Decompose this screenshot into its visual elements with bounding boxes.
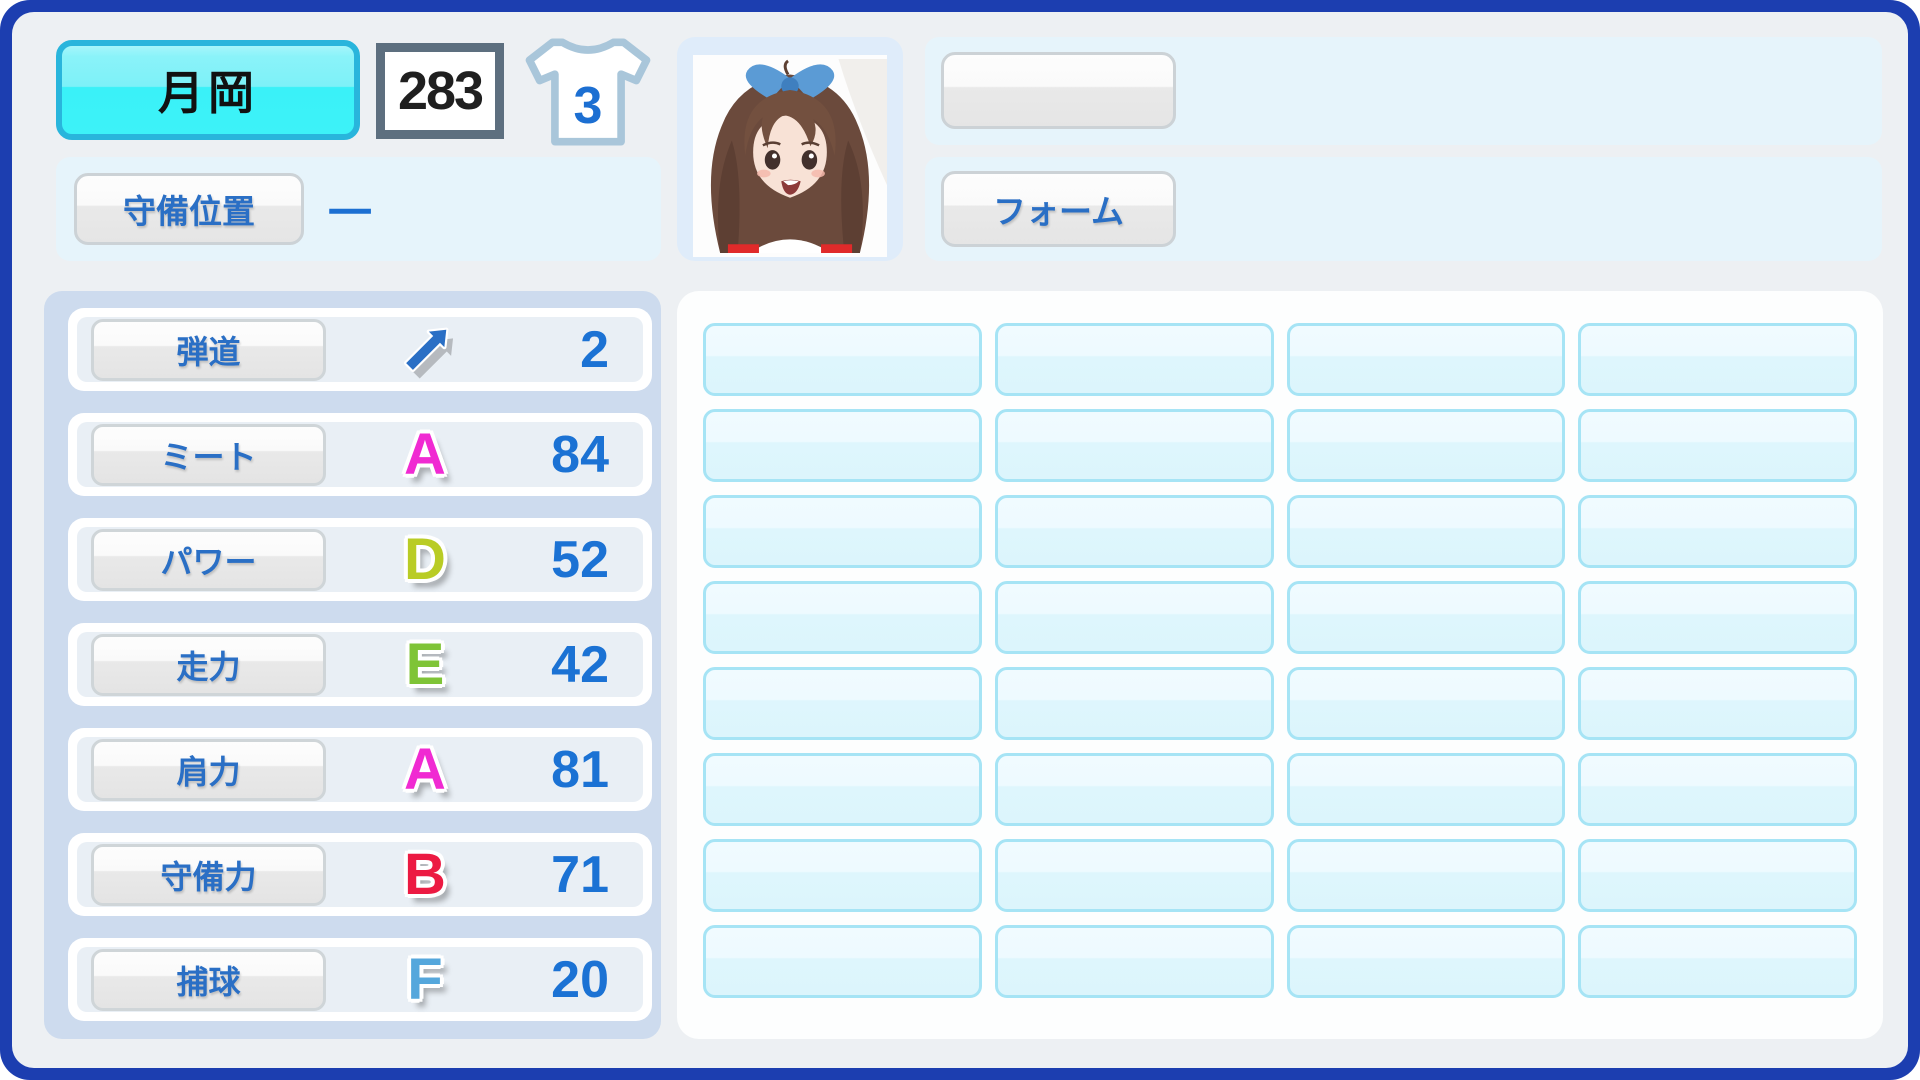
stat-row-trajectory: 弾道 2 — [68, 308, 652, 391]
skill-slot — [994, 667, 1274, 740]
skill-slot — [1578, 409, 1857, 482]
jersey-icon: 3 — [524, 36, 652, 148]
stat-grade-letter: F — [407, 946, 443, 1012]
skill-slot — [703, 925, 982, 998]
skill-slot — [1578, 925, 1857, 998]
stat-label-pill: 捕球 — [91, 948, 326, 1011]
stat-label-pill: パワー — [91, 528, 326, 591]
skill-slot — [1286, 839, 1566, 912]
skill-slot — [1286, 667, 1566, 740]
stat-value: 20 — [551, 950, 609, 1009]
stat-value: 52 — [551, 530, 609, 589]
stat-row-power: パワー D 52 — [68, 518, 652, 601]
player-id-number: 283 — [397, 61, 484, 121]
skill-slot — [1286, 495, 1566, 568]
stat-label-pill: ミート — [91, 423, 326, 486]
skill-slot — [994, 581, 1274, 654]
stat-label: パワー — [160, 543, 257, 580]
skill-slot — [1578, 839, 1857, 912]
abilities-panel — [677, 291, 1883, 1039]
stat-label-pill: 走力 — [91, 633, 326, 696]
stat-grade-letter: A — [404, 421, 446, 487]
stats-panel: 弾道 2 ミート A 84 — [44, 291, 661, 1039]
skill-grid — [703, 323, 1857, 998]
stat-label-pill: 肩力 — [91, 738, 326, 801]
stat-row-catching: 捕球 F 20 — [68, 938, 652, 1021]
stat-row-arm: 肩力 A 81 — [68, 728, 652, 811]
stat-grade-letter: E — [405, 631, 445, 697]
trajectory-arrow-icon — [350, 319, 500, 381]
player-name-plate: 月岡 — [56, 40, 360, 140]
skill-slot — [994, 323, 1274, 396]
stat-value: 81 — [551, 740, 609, 799]
skill-slot — [703, 667, 982, 740]
skill-slot — [994, 753, 1274, 826]
stat-row-speed: 走力 E 42 — [68, 623, 652, 706]
stat-grade-letter: A — [404, 736, 446, 802]
stat-label: 走力 — [176, 648, 241, 685]
skill-slot — [1578, 581, 1857, 654]
skill-slot — [1578, 495, 1857, 568]
position-value: 一 — [328, 189, 372, 238]
stat-label: 肩力 — [176, 753, 241, 790]
header-info-panel — [925, 37, 1882, 145]
skill-slot — [994, 839, 1274, 912]
stat-label: 守備力 — [160, 858, 257, 895]
skill-slot — [1578, 323, 1857, 396]
stat-value: 42 — [551, 635, 609, 694]
skill-slot — [703, 839, 982, 912]
skill-slot — [1578, 667, 1857, 740]
portrait-illustration — [693, 59, 887, 253]
player-card-page: 月岡 283 3 — [12, 12, 1908, 1068]
stat-label: ミート — [160, 438, 257, 475]
position-label-pill: 守備位置 — [74, 173, 304, 245]
skill-slot — [703, 409, 982, 482]
skill-slot — [994, 495, 1274, 568]
skill-slot — [1286, 753, 1566, 826]
position-label: 守備位置 — [123, 193, 255, 230]
stat-value: 71 — [551, 845, 609, 904]
form-panel: フォーム — [925, 157, 1882, 261]
form-label-pill: フォーム — [941, 171, 1176, 247]
stat-value: 84 — [551, 425, 609, 484]
stat-label-pill: 弾道 — [91, 318, 326, 381]
skill-slot — [703, 495, 982, 568]
stat-row-meet: ミート A 84 — [68, 413, 652, 496]
player-id-box: 283 — [376, 43, 504, 139]
portrait-frame — [677, 37, 903, 261]
skill-slot — [703, 323, 982, 396]
jersey-number: 3 — [573, 77, 603, 135]
skill-slot — [1286, 925, 1566, 998]
skill-slot — [703, 753, 982, 826]
stat-grade-letter: D — [404, 526, 446, 592]
stat-grade-letter: B — [404, 841, 446, 907]
stat-value: 2 — [580, 320, 609, 379]
stat-row-fielding: 守備力 B 71 — [68, 833, 652, 916]
form-label: フォーム — [992, 193, 1124, 230]
player-name: 月岡 — [158, 67, 258, 119]
skill-slot — [1286, 409, 1566, 482]
skill-slot — [703, 581, 982, 654]
stat-label-pill: 守備力 — [91, 843, 326, 906]
skill-slot — [994, 409, 1274, 482]
skill-slot — [1286, 323, 1566, 396]
skill-slot — [1578, 753, 1857, 826]
stat-label: 捕球 — [176, 963, 241, 1000]
skill-slot — [994, 925, 1274, 998]
jersey-shirt-shape — [525, 38, 651, 146]
blank-tag-pill — [941, 52, 1176, 129]
stat-label: 弾道 — [176, 333, 241, 370]
position-panel: 守備位置 一 — [56, 157, 661, 261]
skill-slot — [1286, 581, 1566, 654]
player-portrait — [693, 55, 887, 257]
